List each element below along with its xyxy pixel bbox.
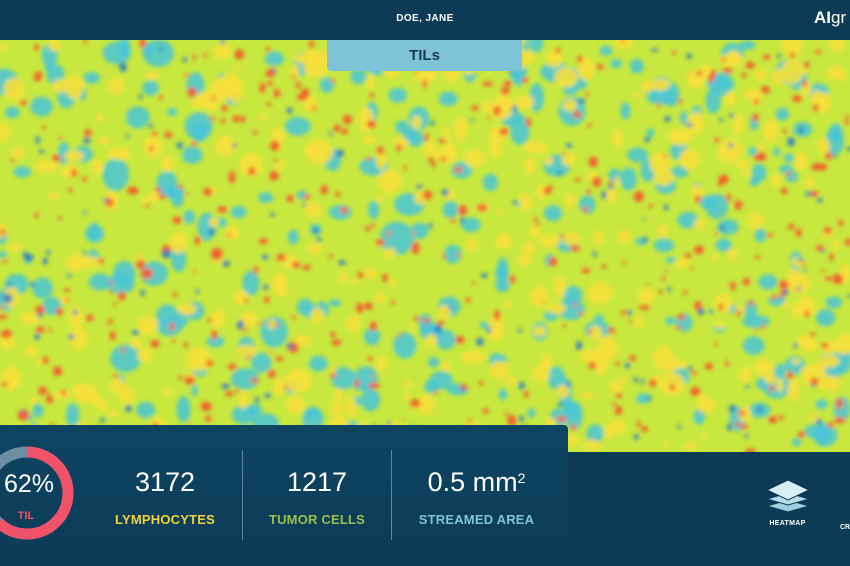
tumor-cells-stat: 1217 TUMOR CELLS	[256, 464, 378, 527]
layers-icon	[764, 479, 811, 513]
til-percent: 62%	[3, 470, 55, 498]
heatmap-button-label: HEATMAP	[769, 520, 806, 527]
til-heatmap-view[interactable]	[0, 40, 850, 452]
lymphocytes-stat: 3172 LYMPHOCYTES	[104, 464, 226, 527]
til-label: TIL	[17, 510, 35, 522]
next-tool-button-label[interactable]: CR	[840, 524, 850, 531]
tumor-cells-count: 1217	[286, 467, 348, 497]
top-bar: DOE, JANE AIgr	[0, 0, 850, 40]
lymphocytes-label: LYMPHOCYTES	[115, 512, 215, 527]
streamed-area-value: 0.5 mm2	[427, 467, 526, 497]
til-donut-arc	[0, 446, 74, 540]
stats-panel	[0, 425, 568, 566]
patient-name: DOE, JANE	[396, 13, 454, 24]
til-donut-chart	[0, 446, 74, 540]
divider	[391, 450, 392, 540]
streamed-area-label: STREAMED AREA	[418, 512, 535, 527]
lymphocytes-count: 3172	[134, 467, 196, 497]
divider	[242, 450, 243, 540]
tab-tils[interactable]: TILs	[327, 40, 522, 71]
brand-logo: AIgr	[814, 8, 847, 27]
tumor-cells-label: TUMOR CELLS	[268, 512, 366, 527]
heatmap-button[interactable]: HEATMAP	[760, 478, 815, 527]
streamed-area-stat: 0.5 mm2 STREAMED AREA	[404, 464, 549, 527]
